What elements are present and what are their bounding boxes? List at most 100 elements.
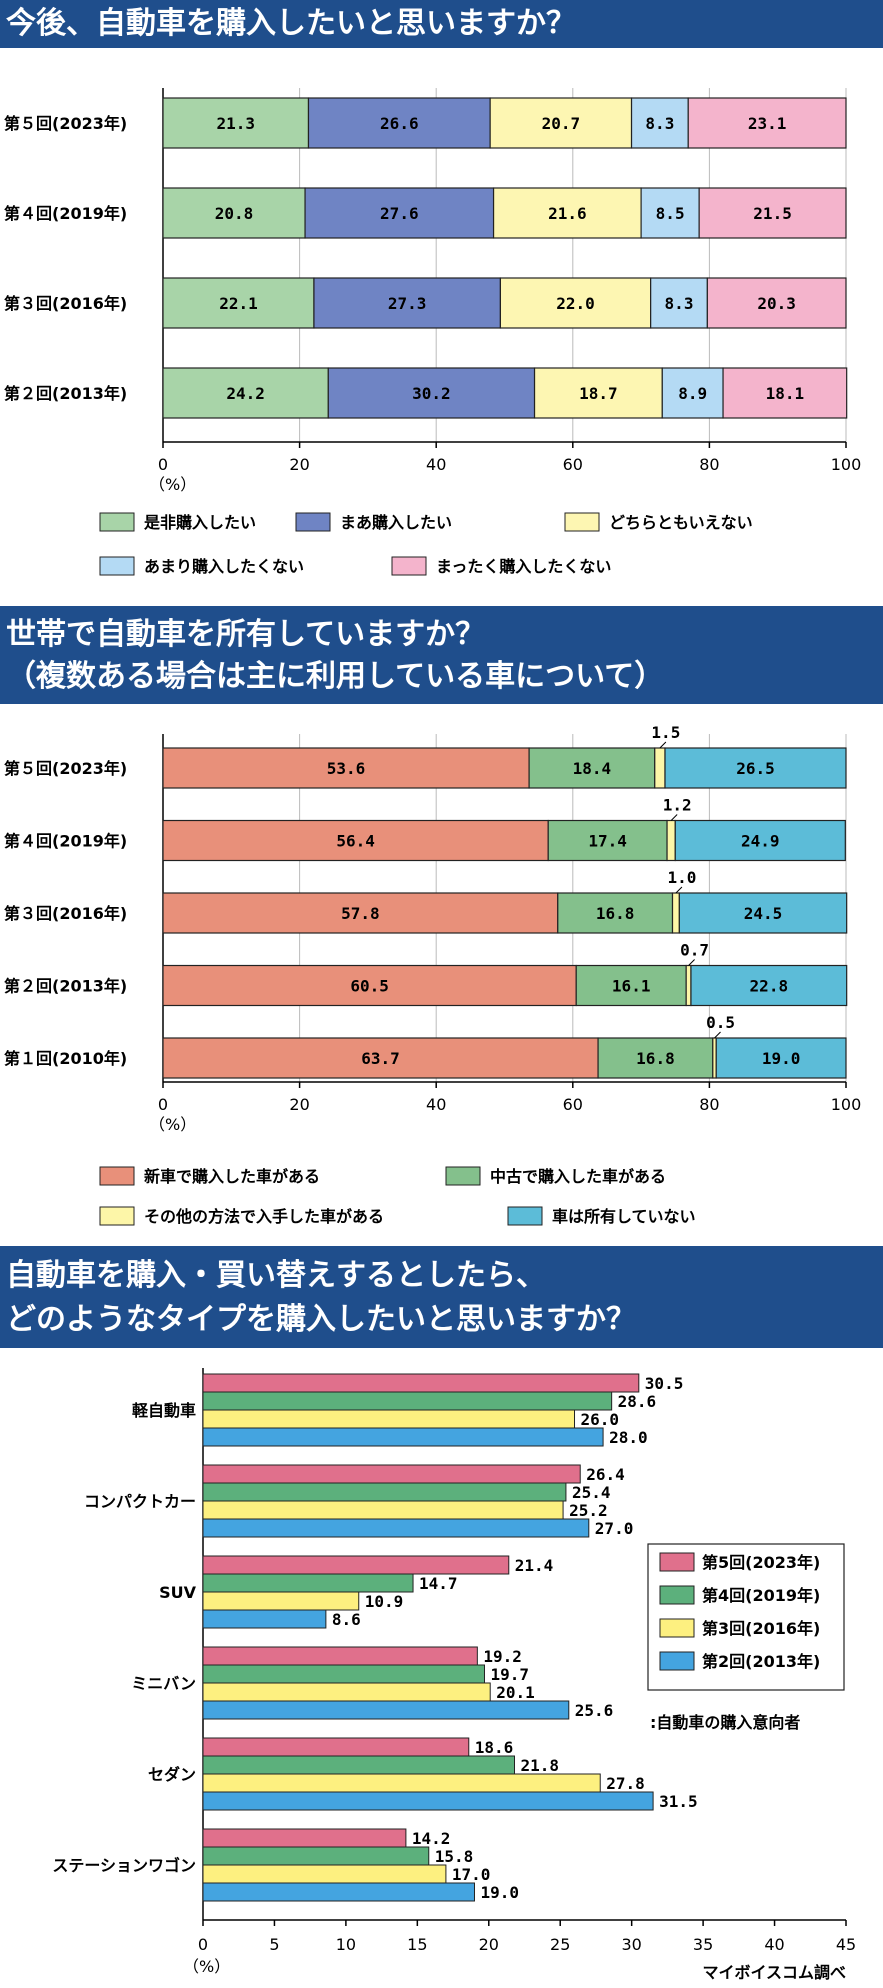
legend-label: 車は所有していない <box>552 1207 696 1226</box>
data-label: 28.6 <box>618 1392 657 1411</box>
bar <box>202 1664 485 1684</box>
data-label: 60.5 <box>350 977 389 996</box>
chart1-title: 今後、自動車を購入したいと思いますか？ <box>6 6 576 41</box>
bar <box>202 1482 567 1502</box>
x-tick-label: 20 <box>479 1935 499 1954</box>
data-label: 18.6 <box>475 1738 514 1757</box>
x-tick-label: 60 <box>563 1095 583 1114</box>
legend-label: 新車で購入した車がある <box>144 1167 320 1186</box>
legend-label: 第4回(2019年) <box>702 1586 820 1605</box>
legend-label: まったく購入したくない <box>436 557 611 576</box>
bar <box>202 1773 601 1793</box>
data-label: 27.0 <box>595 1519 634 1538</box>
source-label: マイボイスコム調べ <box>702 1963 846 1982</box>
x-tick-label: 0 <box>198 1935 208 1954</box>
chart2-title-line1: 世帯で自動車を所有していますか？ <box>6 617 486 652</box>
legend-swatch <box>659 1585 695 1605</box>
bar <box>202 1846 430 1866</box>
data-label-leader <box>670 814 678 821</box>
data-label: 18.1 <box>766 384 805 403</box>
x-tick-label: 40 <box>426 1095 446 1114</box>
data-label: 15.8 <box>435 1847 474 1866</box>
bar-segment <box>162 1037 599 1079</box>
data-label: 25.6 <box>575 1701 614 1720</box>
bar <box>202 1464 581 1484</box>
bar <box>202 1573 414 1593</box>
category-label: 第３回(2016年) <box>4 904 127 923</box>
bar <box>202 1882 475 1902</box>
data-label: 63.7 <box>361 1049 400 1068</box>
bar-segment <box>499 277 652 329</box>
bar <box>202 1555 510 1575</box>
legend-label: 是非購入したい <box>143 513 256 532</box>
legend-label: 第2回(2013年) <box>702 1652 820 1671</box>
bar <box>202 1373 640 1393</box>
x-tick-label: 40 <box>764 1935 784 1954</box>
bar-segment <box>654 747 666 789</box>
data-label: 17.0 <box>452 1865 491 1884</box>
x-tick-label: 45 <box>836 1935 856 1954</box>
legend-swatch <box>99 1166 135 1186</box>
data-label: 25.4 <box>572 1483 611 1502</box>
legend-swatch <box>507 1206 543 1226</box>
data-label: 8.3 <box>665 294 694 313</box>
data-label: 10.9 <box>365 1592 404 1611</box>
data-label: 20.1 <box>496 1683 535 1702</box>
data-label: 8.5 <box>656 204 685 223</box>
data-label: 16.8 <box>596 904 635 923</box>
data-label: 22.0 <box>556 294 595 313</box>
legend-label: 第5回(2023年) <box>702 1553 820 1572</box>
chart3-title-line1: 自動車を購入・買い替えするとしたら、 <box>6 1258 546 1293</box>
x-axis-unit-label: （%） <box>149 475 196 494</box>
data-label: 21.8 <box>520 1756 559 1775</box>
x-tick-label: 80 <box>699 455 719 474</box>
bar-segment <box>715 1037 847 1079</box>
category-label: 第４回(2019年) <box>4 832 127 851</box>
bar-segment <box>304 187 495 239</box>
data-label: 19.2 <box>483 1647 522 1666</box>
category-label: 第２回(2013年) <box>4 384 127 403</box>
bar <box>202 1791 654 1811</box>
legend-swatch <box>659 1651 695 1671</box>
data-label: 24.9 <box>741 832 780 851</box>
bar-segment <box>162 277 315 329</box>
data-label: 20.3 <box>757 294 796 313</box>
data-label: 20.7 <box>542 114 581 133</box>
x-tick-label: 35 <box>693 1935 713 1954</box>
legend-swatch <box>295 512 331 532</box>
data-label: 8.6 <box>332 1610 361 1629</box>
category-label: ステーションワゴン <box>52 1856 196 1875</box>
legend-swatch <box>659 1618 695 1638</box>
legend-label: その他の方法で入手した車がある <box>144 1207 384 1226</box>
bar-segment <box>597 1037 714 1079</box>
bar-segment <box>671 892 680 934</box>
chart3-title-line2: どのようなタイプを購入したいと思いますか？ <box>6 1302 636 1337</box>
data-label: 18.7 <box>579 384 618 403</box>
data-label: 1.0 <box>667 868 696 887</box>
category-label: 第１回(2010年) <box>4 1049 127 1068</box>
bar-segment <box>687 97 847 149</box>
data-label: 25.2 <box>569 1501 608 1520</box>
legend-swatch <box>99 1206 135 1226</box>
bar <box>202 1700 570 1720</box>
note-label: :自動車の購入意向者 <box>650 1713 800 1732</box>
x-tick-label: 20 <box>289 455 309 474</box>
data-label: 21.4 <box>515 1556 554 1575</box>
data-label: 22.8 <box>750 977 789 996</box>
bar-segment <box>706 277 847 329</box>
chart1-title-banner: 今後、自動車を購入したいと思いますか？ <box>0 0 883 48</box>
data-label: 27.8 <box>606 1774 645 1793</box>
bar <box>202 1609 327 1629</box>
data-label: 24.5 <box>744 904 783 923</box>
category-label: ミニバン <box>131 1674 196 1693</box>
category-label: 第５回(2023年) <box>4 114 127 133</box>
bar-segment <box>698 187 847 239</box>
x-tick-label: 40 <box>426 455 446 474</box>
data-label-leader <box>675 886 683 894</box>
data-label: 26.4 <box>586 1465 625 1484</box>
x-tick-label: 80 <box>699 1095 719 1114</box>
data-label: 27.3 <box>388 294 427 313</box>
x-axis-unit-label: （%） <box>149 1115 196 1134</box>
data-label: 14.7 <box>419 1574 458 1593</box>
data-label: 22.1 <box>219 294 258 313</box>
